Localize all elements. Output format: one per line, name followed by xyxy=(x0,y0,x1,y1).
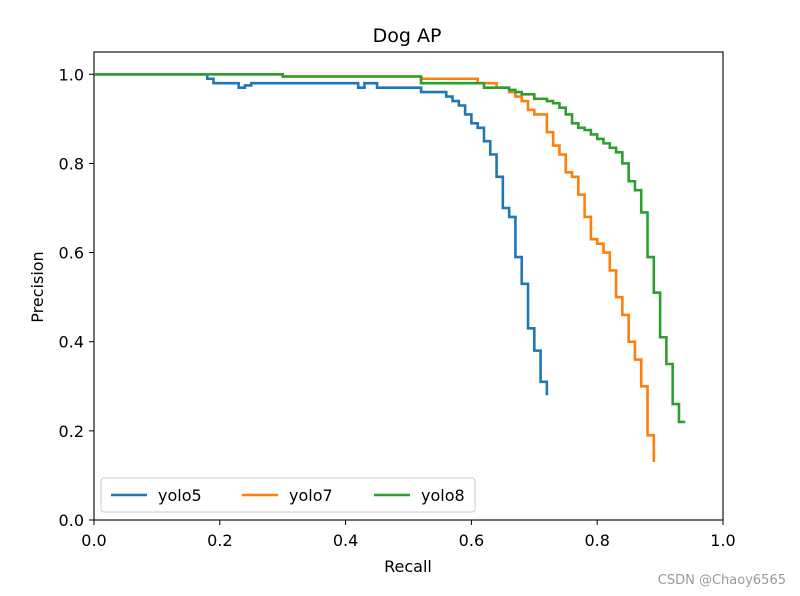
y-tick-label: 0.8 xyxy=(59,154,84,173)
x-tick-label: 0.2 xyxy=(207,531,232,550)
y-tick-label: 1.0 xyxy=(59,65,84,84)
series-line-yolo8 xyxy=(94,72,686,424)
series-line-yolo5 xyxy=(94,72,549,396)
y-tick-label: 0.2 xyxy=(59,422,84,441)
series-line-yolo7 xyxy=(94,72,656,463)
legend: yolo5 yolo7 yolo8 xyxy=(100,477,476,513)
legend-label-yolo7: yolo7 xyxy=(289,486,333,505)
x-tick-label: 0.8 xyxy=(584,531,609,550)
chart-title: Dog AP xyxy=(373,25,442,47)
y-tick-label: 0.4 xyxy=(59,333,84,352)
plot-area xyxy=(93,51,724,521)
y-axis-label: Precision xyxy=(28,251,47,322)
x-tick-label: 0.4 xyxy=(333,531,358,550)
x-tick-label: 1.0 xyxy=(710,531,735,550)
x-axis-label: Recall xyxy=(384,557,432,576)
legend-box xyxy=(100,477,476,513)
series-group xyxy=(94,72,686,463)
x-tick-label: 0.0 xyxy=(81,531,106,550)
y-tick-label: 0.0 xyxy=(59,511,84,530)
legend-label-yolo8: yolo8 xyxy=(421,486,465,505)
y-axis-ticks: 0.0 0.2 0.4 0.6 0.8 1.0 xyxy=(59,65,94,530)
watermark: CSDN @Chaoy6565 xyxy=(657,573,786,588)
legend-label-yolo5: yolo5 xyxy=(158,486,202,505)
x-axis-ticks: 0.0 0.2 0.4 0.6 0.8 1.0 xyxy=(81,520,736,550)
x-tick-label: 0.6 xyxy=(459,531,484,550)
y-tick-label: 0.6 xyxy=(59,244,84,263)
